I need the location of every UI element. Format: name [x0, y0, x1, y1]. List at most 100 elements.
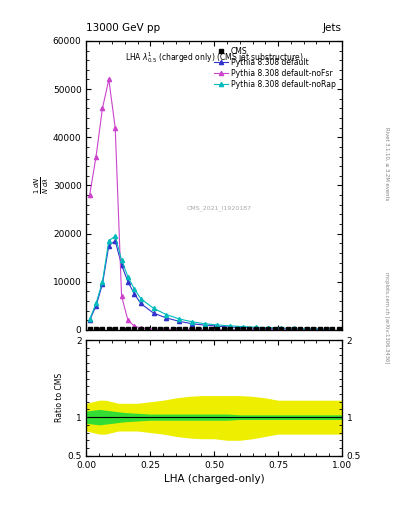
- Pythia 8.308 default-noRap: [119, 257, 124, 263]
- CMS: [183, 326, 188, 332]
- Pythia 8.308 default-noRap: [279, 325, 284, 331]
- Pythia 8.308 default: [87, 317, 92, 324]
- CMS: [113, 326, 118, 332]
- Pythia 8.308 default-noFsr: [164, 326, 169, 332]
- Pythia 8.308 default: [126, 279, 130, 285]
- CMS: [158, 326, 162, 332]
- Pythia 8.308 default-noFsr: [292, 327, 296, 333]
- CMS: [189, 326, 194, 332]
- Text: CMS_2021_I1920187: CMS_2021_I1920187: [187, 206, 252, 211]
- CMS: [298, 326, 303, 332]
- Pythia 8.308 default-noRap: [113, 233, 118, 239]
- CMS: [311, 326, 316, 332]
- Pythia 8.308 default-noFsr: [94, 154, 98, 160]
- Pythia 8.308 default: [266, 325, 271, 331]
- Pythia 8.308 default-noFsr: [189, 327, 194, 333]
- Pythia 8.308 default-noFsr: [87, 192, 92, 198]
- CMS: [138, 326, 143, 332]
- CMS: [272, 326, 277, 332]
- CMS: [87, 326, 92, 332]
- Pythia 8.308 default-noFsr: [107, 76, 111, 82]
- Text: mcplots.cern.ch [arXiv:1306.3436]: mcplots.cern.ch [arXiv:1306.3436]: [384, 272, 389, 363]
- Pythia 8.308 default: [189, 321, 194, 327]
- CMS: [330, 326, 335, 332]
- Pythia 8.308 default: [164, 315, 169, 321]
- CMS: [241, 326, 245, 332]
- CMS: [215, 326, 220, 332]
- Pythia 8.308 default: [94, 303, 98, 309]
- Pythia 8.308 default-noRap: [266, 325, 271, 331]
- Line: Pythia 8.308 default-noFsr: Pythia 8.308 default-noFsr: [88, 77, 334, 332]
- Pythia 8.308 default-noFsr: [266, 327, 271, 333]
- CMS: [94, 326, 98, 332]
- Pythia 8.308 default-noFsr: [317, 327, 322, 333]
- Pythia 8.308 default-noFsr: [113, 124, 118, 131]
- Pythia 8.308 default: [107, 243, 111, 249]
- Pythia 8.308 default-noRap: [94, 301, 98, 307]
- CMS: [100, 326, 105, 332]
- Pythia 8.308 default-noRap: [189, 318, 194, 325]
- Pythia 8.308 default-noRap: [202, 321, 207, 327]
- CMS: [209, 326, 213, 332]
- Text: Rivet 3.1.10, ≥ 3.2M events: Rivet 3.1.10, ≥ 3.2M events: [384, 127, 389, 201]
- Pythia 8.308 default-noRap: [177, 316, 182, 322]
- CMS: [221, 326, 226, 332]
- Pythia 8.308 default-noFsr: [151, 326, 156, 332]
- Pythia 8.308 default-noRap: [164, 311, 169, 317]
- Pythia 8.308 default: [279, 326, 284, 332]
- CMS: [151, 326, 156, 332]
- Pythia 8.308 default-noRap: [228, 323, 233, 329]
- Pythia 8.308 default-noFsr: [330, 327, 335, 333]
- Pythia 8.308 default-noFsr: [177, 327, 182, 333]
- Pythia 8.308 default-noRap: [100, 279, 105, 285]
- Pythia 8.308 default-noRap: [126, 274, 130, 280]
- Text: Jets: Jets: [323, 23, 342, 33]
- CMS: [260, 326, 264, 332]
- CMS: [323, 326, 328, 332]
- Pythia 8.308 default-noRap: [292, 325, 296, 331]
- Pythia 8.308 default: [100, 281, 105, 287]
- Pythia 8.308 default-noFsr: [126, 317, 130, 324]
- Pythia 8.308 default: [138, 301, 143, 307]
- Pythia 8.308 default-noFsr: [253, 327, 258, 333]
- CMS: [234, 326, 239, 332]
- Pythia 8.308 default: [132, 291, 137, 297]
- Pythia 8.308 default-noFsr: [100, 105, 105, 112]
- CMS: [228, 326, 233, 332]
- CMS: [285, 326, 290, 332]
- Pythia 8.308 default-noRap: [87, 316, 92, 323]
- Pythia 8.308 default-noRap: [215, 322, 220, 328]
- Text: LHA $\lambda^{1}_{0.5}$ (charged only) (CMS jet substructure): LHA $\lambda^{1}_{0.5}$ (charged only) (…: [125, 50, 303, 65]
- Pythia 8.308 default-noRap: [241, 324, 245, 330]
- Pythia 8.308 default-noRap: [330, 326, 335, 332]
- Pythia 8.308 default: [253, 325, 258, 331]
- CMS: [196, 326, 200, 332]
- CMS: [279, 326, 284, 332]
- CMS: [132, 326, 137, 332]
- CMS: [202, 326, 207, 332]
- CMS: [170, 326, 175, 332]
- Line: CMS: CMS: [88, 328, 340, 331]
- Pythia 8.308 default: [113, 238, 118, 244]
- Pythia 8.308 default-noRap: [305, 326, 309, 332]
- CMS: [317, 326, 322, 332]
- Pythia 8.308 default: [202, 322, 207, 328]
- Pythia 8.308 default: [177, 318, 182, 325]
- Y-axis label: $\frac{1}{N}\frac{dN}{d\lambda}$: $\frac{1}{N}\frac{dN}{d\lambda}$: [33, 177, 51, 195]
- X-axis label: LHA (charged-only): LHA (charged-only): [164, 474, 264, 484]
- Pythia 8.308 default: [119, 262, 124, 268]
- Pythia 8.308 default: [215, 323, 220, 329]
- CMS: [253, 326, 258, 332]
- CMS: [119, 326, 124, 332]
- Pythia 8.308 default: [151, 310, 156, 316]
- Pythia 8.308 default-noRap: [132, 286, 137, 292]
- Pythia 8.308 default: [305, 326, 309, 332]
- Pythia 8.308 default: [228, 324, 233, 330]
- CMS: [164, 326, 169, 332]
- Pythia 8.308 default: [292, 326, 296, 332]
- Legend: CMS, Pythia 8.308 default, Pythia 8.308 default-noFsr, Pythia 8.308 default-noRa: CMS, Pythia 8.308 default, Pythia 8.308 …: [212, 45, 338, 91]
- Pythia 8.308 default-noFsr: [215, 327, 220, 333]
- Pythia 8.308 default-noRap: [253, 324, 258, 330]
- Pythia 8.308 default-noFsr: [279, 327, 284, 333]
- Pythia 8.308 default-noRap: [151, 305, 156, 311]
